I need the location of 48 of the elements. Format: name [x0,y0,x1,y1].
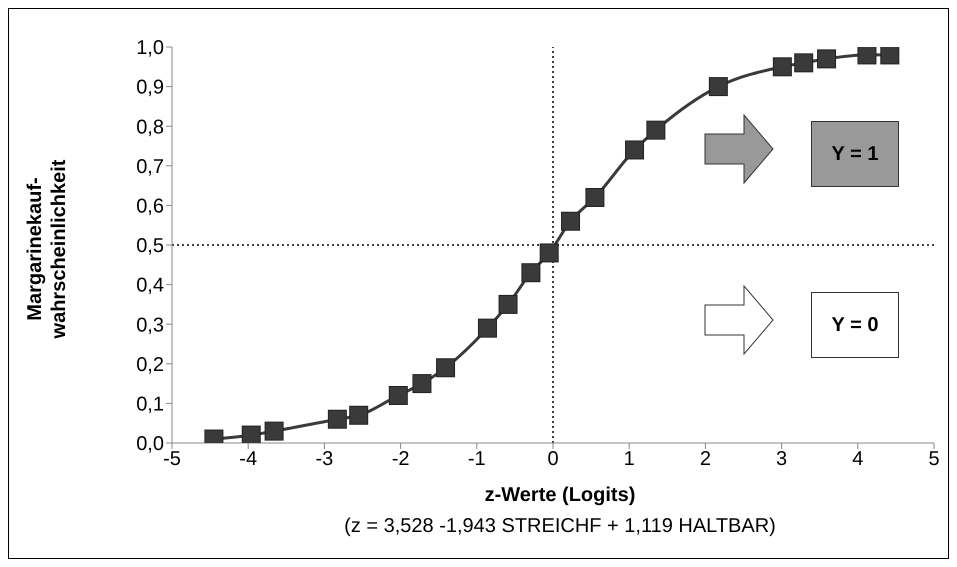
point [585,188,604,207]
x-tick-label: 3 [776,448,788,470]
point [880,47,900,64]
point [264,422,284,441]
y-tick-label: 0,5 [136,235,164,258]
x-tick-label: -3 [316,448,334,470]
text: (z = 3,528 -1,943 STREICHF + 1,119 HALTBAR) [343,515,777,538]
y-tick-label: 1,0 [136,37,164,60]
point [498,294,518,314]
x-tick-label: 1 [624,448,635,470]
point [561,212,580,231]
point [540,243,559,262]
point [817,49,836,68]
x-tick-label: -1 [468,448,486,470]
y-tick-label: 0,1 [136,394,164,416]
point [349,406,368,425]
y-axis-title: Margarinekauf- wahrscheinlichkeit [23,160,71,338]
x-tick-label: 0 [547,448,559,470]
point [646,120,666,140]
point [857,47,876,64]
point [388,386,408,405]
y-tick-label: 0,0 [136,433,164,456]
point [436,358,456,378]
y-tick-label: 0,7 [136,156,164,178]
x-axis-title: z-Werte (Logits) [484,484,636,507]
x-tick-label: -5 [163,448,181,470]
point [708,77,728,96]
point [478,318,497,338]
point [521,263,540,282]
x-tick-label: -2 [392,448,410,470]
point [794,53,814,72]
x-tick-label: -4 [239,448,258,470]
x-tick-label: 4 [852,448,864,470]
annotation: Y = 1 [811,121,899,187]
point [328,410,347,429]
y-tick-label: 0,4 [136,274,164,297]
x-tick-label: 5 [928,448,940,470]
y-tick-label: 0,9 [136,76,164,99]
point [625,140,644,160]
point [412,374,432,394]
y-tick-label: 0,8 [136,116,164,138]
point [772,57,792,76]
y-tick-label: 0,2 [136,354,164,376]
x-tick-label: 2 [700,448,711,470]
point [242,426,261,443]
y-tick-label: 0,3 [136,314,164,336]
annotation: Y = 0 [811,292,899,358]
y-tick-label: 0,6 [136,196,164,218]
